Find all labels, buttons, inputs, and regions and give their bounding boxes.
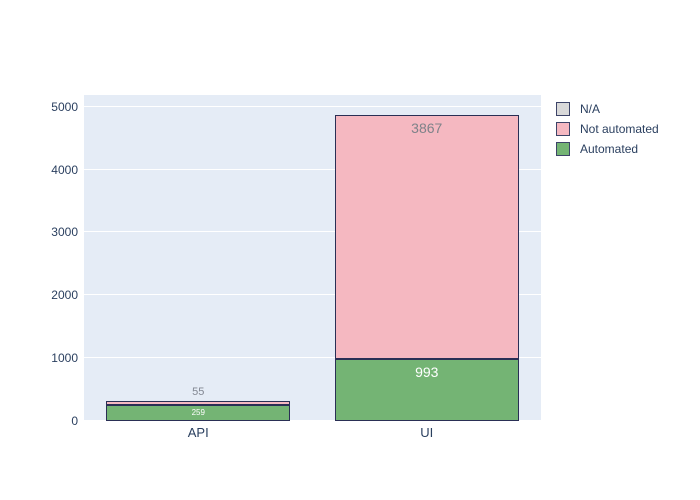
bar-value-label: 55 <box>192 385 205 398</box>
y-tick-label: 5000 <box>51 99 78 114</box>
y-tick-label: 4000 <box>51 162 78 177</box>
legend-item-automated[interactable]: Automated <box>556 142 659 156</box>
bar-segment-not-automated-api[interactable] <box>106 401 291 405</box>
y-axis: 0 1000 2000 3000 4000 5000 <box>0 95 78 428</box>
gridline <box>84 357 541 359</box>
gridline <box>84 168 541 170</box>
legend-label: Not automated <box>580 122 659 136</box>
bar-segment-not-automated-ui[interactable] <box>334 115 519 359</box>
legend-swatch <box>556 102 570 116</box>
gridline <box>84 294 541 296</box>
bar-value-label: 993 <box>415 363 439 380</box>
y-tick-label: 3000 <box>51 225 78 240</box>
gridline <box>84 420 541 421</box>
legend: N/A Not automated Automated <box>556 102 659 156</box>
bar-segment-automated-ui[interactable] <box>334 358 519 421</box>
gridline <box>84 105 541 107</box>
y-tick-label: 1000 <box>51 351 78 366</box>
legend-swatch <box>556 142 570 156</box>
x-tick-label-api: API <box>187 425 209 440</box>
y-tick-label: 2000 <box>51 288 78 303</box>
bar-value-label: 3867 <box>411 120 443 137</box>
bar-value-label: 259 <box>191 407 205 417</box>
bar-segment-automated-api[interactable] <box>106 404 291 421</box>
plot-area: 259 55 993 3867 <box>84 95 541 421</box>
gridline <box>84 231 541 233</box>
legend-item-not-automated[interactable]: Not automated <box>556 122 659 136</box>
legend-item-n-a[interactable]: N/A <box>556 102 659 116</box>
y-tick-label: 0 <box>71 414 78 428</box>
legend-label: N/A <box>580 102 601 116</box>
x-tick-label-ui: UI <box>420 425 434 440</box>
legend-label: Automated <box>580 142 639 156</box>
legend-swatch <box>556 122 570 136</box>
